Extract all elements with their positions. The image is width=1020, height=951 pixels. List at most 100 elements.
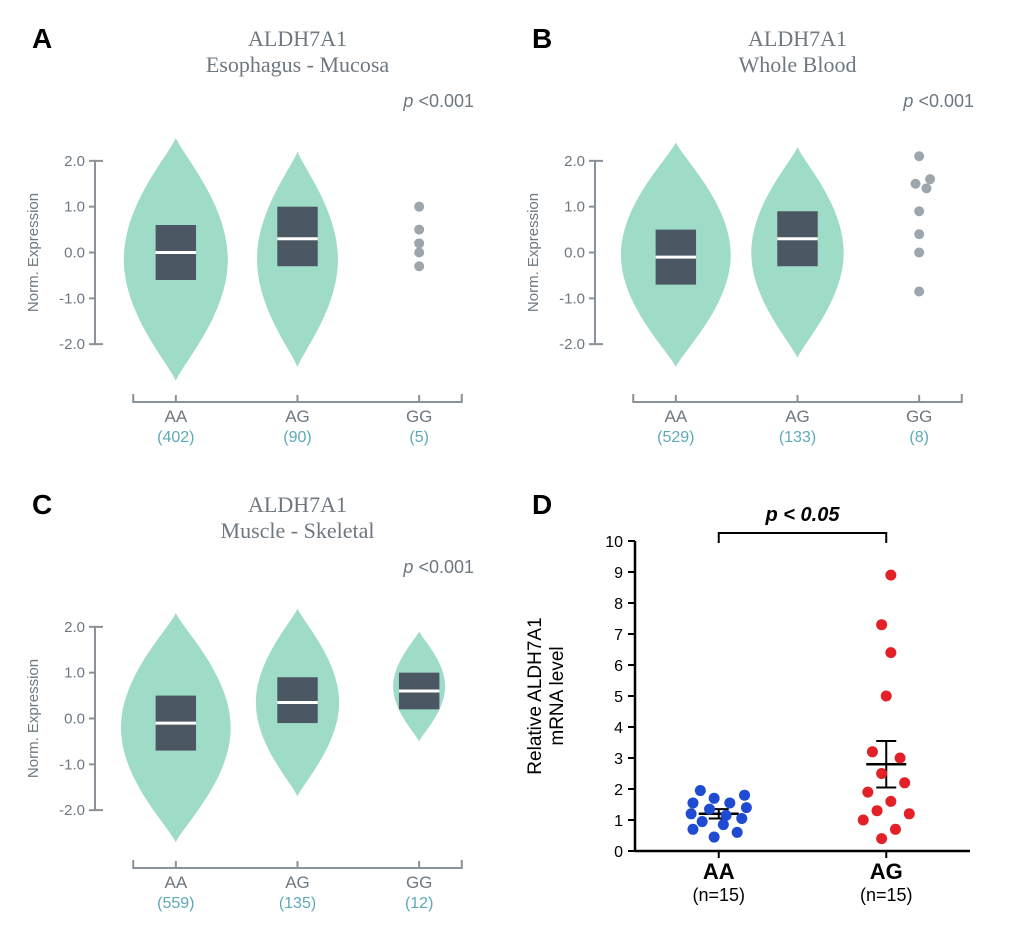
- y-tick-label: 2.0: [564, 153, 585, 170]
- scatter-point: [414, 248, 424, 258]
- x-tick-label: AG: [870, 859, 903, 884]
- x-tick-count: (135): [279, 895, 316, 912]
- svg-text:Relative ALDH7A1: Relative ALDH7A1: [525, 617, 546, 774]
- y-tick-label: 4: [614, 720, 623, 737]
- boxplot-box: [277, 677, 317, 723]
- scatter-point: [881, 690, 892, 701]
- scatter-point: [921, 183, 931, 193]
- y-tick-label: 1.0: [64, 199, 85, 216]
- x-tick-count: (12): [405, 895, 433, 912]
- panel-a: AALDH7A1Esophagus - Mucosap <0.001-2.0-1…: [20, 20, 500, 466]
- x-tick-count: (559): [157, 895, 194, 912]
- x-tick-label: GG: [406, 873, 432, 892]
- scatter-point: [914, 151, 924, 161]
- y-tick-label: -1.0: [559, 290, 585, 307]
- scatter-point: [862, 786, 873, 797]
- y-tick-label: -2.0: [559, 336, 585, 353]
- x-tick-label: AG: [285, 873, 310, 892]
- p-value: p <0.001: [402, 91, 474, 111]
- chart-subtitle: Esophagus - Mucosa: [206, 52, 390, 77]
- scatter-point: [914, 229, 924, 239]
- x-tick-count: (402): [157, 429, 194, 446]
- x-tick-label: AA: [164, 407, 187, 426]
- y-axis-label: Norm. Expression: [525, 193, 542, 312]
- panel-letter: B: [532, 23, 552, 54]
- scatter-point: [914, 286, 924, 296]
- panel-letter: A: [32, 23, 52, 54]
- panel-letter: D: [532, 489, 552, 520]
- y-tick-label: 0.0: [64, 245, 85, 262]
- scatter-point: [867, 746, 878, 757]
- panel-c: CALDH7A1Muscle - Skeletalp <0.001-2.0-1.…: [20, 486, 500, 932]
- scatter-point: [739, 789, 750, 800]
- scatter-point: [890, 823, 901, 834]
- x-tick-label: AG: [285, 407, 310, 426]
- scatter-point: [414, 238, 424, 248]
- scatter-point: [709, 831, 720, 842]
- scatter-point: [914, 206, 924, 216]
- y-tick-label: 10: [605, 534, 623, 551]
- scatter-point: [876, 619, 887, 630]
- y-tick-label: 8: [614, 596, 623, 613]
- x-tick-count: (n=15): [692, 885, 745, 905]
- y-tick-label: 1.0: [64, 664, 85, 681]
- y-tick-label: -1.0: [59, 756, 85, 773]
- scatter-point: [687, 823, 698, 834]
- scatter-point: [736, 812, 747, 823]
- y-tick-label: 2.0: [64, 153, 85, 170]
- scatter-point: [741, 802, 752, 813]
- scatter-point: [414, 225, 424, 235]
- x-tick-count: (90): [283, 429, 311, 446]
- scatter-point: [899, 777, 910, 788]
- y-tick-label: 7: [614, 627, 623, 644]
- panel-letter: C: [32, 489, 52, 520]
- p-value: p <0.001: [902, 91, 974, 111]
- x-tick-label: GG: [906, 407, 932, 426]
- y-tick-label: 0: [614, 844, 623, 861]
- x-tick-label: AA: [664, 407, 687, 426]
- panel-d: Dp < 0.05012345678910Relative ALDH7A1mRN…: [520, 486, 1000, 932]
- y-tick-label: 0.0: [64, 710, 85, 727]
- scatter-point: [876, 768, 887, 779]
- y-tick-label: 5: [614, 689, 623, 706]
- scatter-point: [414, 202, 424, 212]
- y-axis-label: Relative ALDH7A1mRNA level: [525, 617, 568, 774]
- scatter-point: [704, 803, 715, 814]
- chart-subtitle: Whole Blood: [739, 52, 857, 77]
- y-axis: [95, 161, 103, 344]
- scatter-point: [885, 795, 896, 806]
- scatter-point: [732, 826, 743, 837]
- x-tick-label: AG: [785, 407, 810, 426]
- x-tick-count: (133): [779, 429, 816, 446]
- y-tick-label: -1.0: [59, 290, 85, 307]
- scatter-point: [925, 174, 935, 184]
- x-tick-label: GG: [406, 407, 432, 426]
- scatter-point: [876, 833, 887, 844]
- y-tick-label: 3: [614, 751, 623, 768]
- x-tick-count: (n=15): [860, 885, 913, 905]
- y-axis: [95, 626, 103, 809]
- scatter-point: [885, 647, 896, 658]
- y-tick-label: -2.0: [59, 802, 85, 819]
- y-tick-label: 2: [614, 782, 623, 799]
- scatter-point: [718, 819, 729, 830]
- chart-subtitle: Muscle - Skeletal: [221, 518, 375, 543]
- scatter-point: [895, 752, 906, 763]
- scatter-point: [914, 248, 924, 258]
- y-axis-label: Norm. Expression: [25, 658, 42, 777]
- scatter-point: [724, 797, 735, 808]
- scatter-point: [414, 261, 424, 271]
- y-tick-label: 2.0: [64, 618, 85, 635]
- x-tick-count: (529): [657, 429, 694, 446]
- y-tick-label: 1: [614, 813, 623, 830]
- scatter-point: [904, 808, 915, 819]
- x-tick-label: AA: [164, 873, 187, 892]
- chart-title: ALDH7A1: [248, 492, 347, 517]
- y-tick-label: 9: [614, 565, 623, 582]
- scatter-point: [686, 808, 697, 819]
- scatter-point: [858, 814, 869, 825]
- y-tick-label: 1.0: [564, 199, 585, 216]
- x-tick-count: (8): [909, 429, 929, 446]
- boxplot-box: [277, 207, 317, 267]
- p-value: p < 0.05: [765, 504, 841, 526]
